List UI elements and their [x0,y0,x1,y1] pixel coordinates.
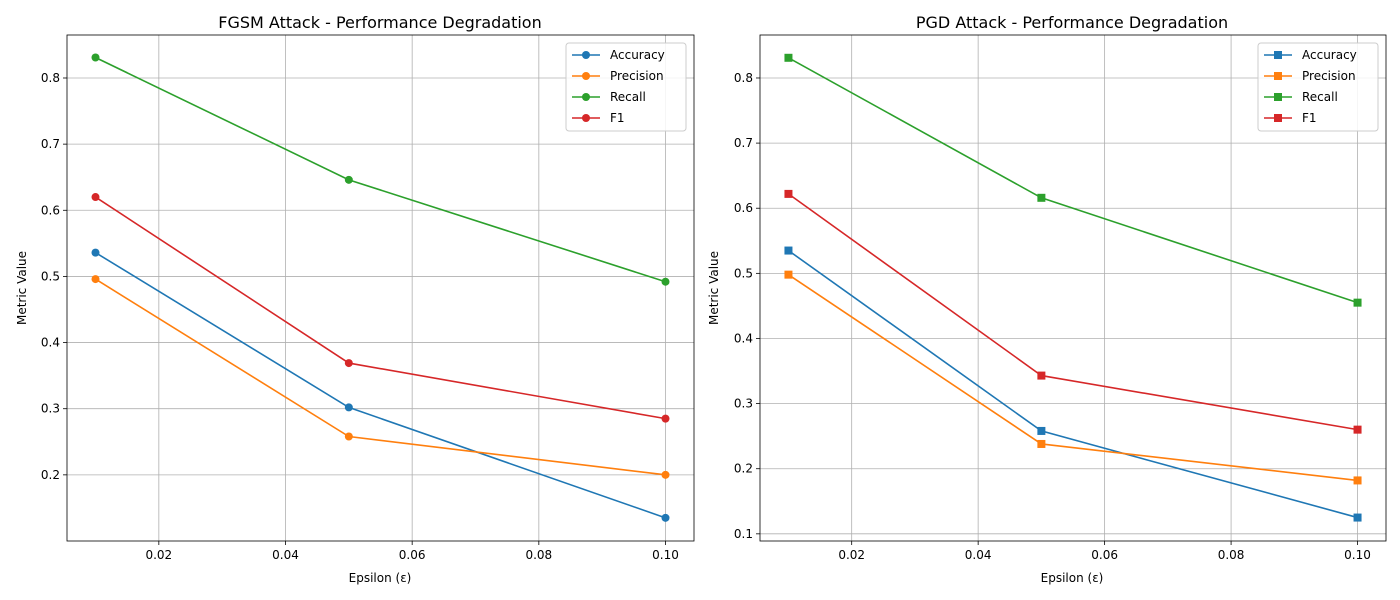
x-tick-label: 0.02 [145,548,172,562]
data-point [1353,476,1362,485]
x-tick-label: 0.06 [399,548,426,562]
y-tick-label: 0.1 [734,527,753,541]
pgd-chart-panel: PGD Attack - Performance Degradation Eps… [707,13,1387,585]
legend-swatch-marker [1274,93,1282,101]
x-axis-label: Epsilon (ε) [349,571,412,585]
y-axis-label: Metric Value [707,251,721,325]
series-line [95,278,666,476]
legend-label: Precision [1302,69,1356,83]
y-tick-label: 0.5 [734,266,753,280]
series-f1 [784,189,1362,434]
legend-box [565,42,687,132]
data-point [1353,425,1362,434]
plot-frame [759,34,1387,542]
legend-swatch-marker [582,51,590,59]
y-tick-label: 0.6 [734,201,753,215]
data-point [1037,426,1046,435]
data-point [344,403,353,412]
legend-label: Accuracy [610,48,665,62]
legend-box [1257,42,1379,132]
x-tick-label: 0.10 [1344,548,1371,562]
data-point [784,246,793,255]
y-tick-label: 0.5 [41,269,60,283]
y-tick-label: 0.7 [41,137,60,151]
series-precision [91,275,670,479]
legend-label: Recall [1302,90,1338,104]
series-line [95,196,666,420]
data-point [1037,439,1046,448]
data-point [1353,298,1362,307]
series-accuracy [91,248,670,522]
x-tick-label: 0.08 [525,548,552,562]
data-point [1037,371,1046,380]
data-point [1353,513,1362,522]
y-tick-label: 0.4 [41,336,60,350]
y-tick-label: 0.3 [41,402,60,416]
y-tick-label: 0.2 [41,468,60,482]
legend-label: Recall [610,90,646,104]
x-tick-label: 0.02 [838,548,865,562]
x-tick-label: 0.04 [965,548,992,562]
y-tick-label: 0.8 [734,71,753,85]
legend: Accuracy Precision Recall F1 [565,42,687,132]
legend: Accuracy Precision Recall F1 [1257,42,1379,132]
x-axis-label: Epsilon (ε) [1041,571,1104,585]
grid [67,35,694,541]
series-line [788,273,1358,482]
y-tick-label: 0.3 [734,397,753,411]
data-point [661,470,670,479]
legend-swatch-marker [582,72,590,80]
data-point [661,513,670,522]
y-tick-label: 0.6 [41,203,60,217]
legend-label: F1 [1302,111,1317,125]
fgsm-chart-panel: FGSM Attack - Performance Degradation Ep… [15,13,695,585]
data-point [784,189,793,198]
data-point [91,53,100,62]
x-tick-label: 0.08 [1218,548,1245,562]
x-tick-label: 0.04 [272,548,299,562]
chart-title: FGSM Attack - Performance Degradation [218,13,541,32]
legend-swatch-marker [1274,72,1282,80]
data-point [1037,193,1046,202]
data-point [91,248,100,257]
legend-swatch-marker [1274,51,1282,59]
data-point [661,277,670,286]
grid [760,35,1386,541]
data-point [91,275,100,284]
series-f1 [91,193,670,423]
legend-swatch-marker [582,93,590,101]
legend-label: Precision [610,69,664,83]
data-point [91,193,100,202]
legend-swatch-marker [582,114,590,122]
chart-title: PGD Attack - Performance Degradation [916,13,1228,32]
series-recall [91,53,670,286]
y-tick-label: 0.7 [734,136,753,150]
y-tick-label: 0.2 [734,462,753,476]
series-line [787,249,1358,519]
series-recall [784,53,1362,307]
data-point [661,414,670,423]
legend-label: Accuracy [1302,48,1357,62]
y-axis-label: Metric Value [15,251,29,325]
y-tick-label: 0.4 [734,331,753,345]
data-point [784,53,793,62]
legend-label: F1 [610,111,625,125]
legend-swatch-marker [1274,114,1282,122]
data-point [784,270,793,279]
x-tick-label: 0.10 [652,548,679,562]
series-precision [784,270,1362,485]
data-point [344,432,353,441]
data-point [344,359,353,368]
series-line [95,251,666,519]
x-tick-label: 0.06 [1091,548,1118,562]
y-tick-label: 0.8 [41,71,60,85]
plot-frame [66,34,695,542]
series-accuracy [784,246,1362,522]
data-point [344,175,353,184]
